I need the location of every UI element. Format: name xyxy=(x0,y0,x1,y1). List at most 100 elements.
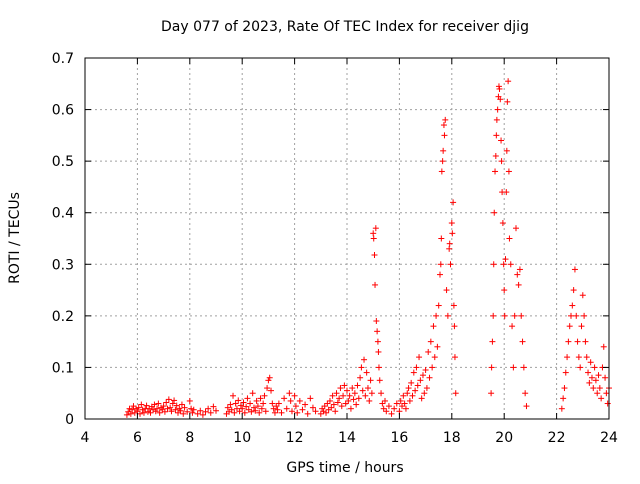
y-tick-label: 0.2 xyxy=(52,309,74,325)
data-point xyxy=(304,410,311,417)
data-point xyxy=(266,374,273,381)
data-point xyxy=(264,385,271,392)
data-point xyxy=(438,168,445,175)
data-point xyxy=(213,407,219,414)
data-point xyxy=(324,400,331,407)
data-point xyxy=(270,405,277,412)
data-point xyxy=(287,397,294,404)
data-point xyxy=(143,402,150,409)
x-tick-label: 16 xyxy=(390,430,408,446)
data-point xyxy=(239,405,246,412)
data-point xyxy=(269,400,276,407)
data-point xyxy=(341,382,348,389)
data-point xyxy=(520,364,527,371)
data-point xyxy=(131,409,138,416)
data-point xyxy=(519,338,526,345)
data-point xyxy=(397,397,404,404)
data-point xyxy=(595,372,602,379)
data-point xyxy=(583,354,590,361)
tick-labels: 4 6 8 10 12 14 16 18 20 22 24 0 0.1 0.2 0.3 0.4 0.5 0.6 0.… xyxy=(52,51,618,446)
data-point xyxy=(425,348,432,355)
data-point xyxy=(346,392,353,399)
data-point xyxy=(573,312,580,319)
data-point xyxy=(288,408,295,415)
y-tick-label: 0 xyxy=(65,412,74,428)
data-point xyxy=(408,379,415,386)
data-point xyxy=(274,406,281,413)
data-point xyxy=(256,409,263,416)
data-point xyxy=(451,323,458,330)
data-point xyxy=(416,354,423,361)
data-point xyxy=(496,85,503,92)
data-point xyxy=(299,406,306,413)
data-point xyxy=(577,364,584,371)
data-point xyxy=(414,382,421,389)
data-point xyxy=(565,338,572,345)
data-point xyxy=(321,403,328,410)
data-point xyxy=(514,271,521,278)
data-point xyxy=(370,230,377,237)
x-tick-label: 12 xyxy=(286,430,304,446)
data-point xyxy=(312,408,319,415)
data-point xyxy=(240,399,247,406)
data-point xyxy=(336,395,343,402)
data-point xyxy=(254,403,261,410)
data-point xyxy=(181,404,188,411)
data-point xyxy=(404,390,411,397)
data-point xyxy=(337,385,344,392)
data-point xyxy=(296,397,303,404)
data-point xyxy=(582,338,589,345)
data-point xyxy=(585,369,592,376)
data-point xyxy=(138,401,145,408)
data-point xyxy=(590,385,597,392)
data-point xyxy=(168,408,175,415)
data-point xyxy=(569,302,576,309)
data-point xyxy=(575,354,582,361)
x-tick-label: 24 xyxy=(600,430,618,446)
x-tick-label: 6 xyxy=(133,430,142,446)
data-point xyxy=(180,410,187,417)
data-point xyxy=(494,106,501,113)
data-point xyxy=(207,409,214,416)
data-point xyxy=(375,364,382,371)
data-point xyxy=(509,323,516,330)
data-point xyxy=(441,132,448,139)
data-point xyxy=(332,408,339,415)
data-point xyxy=(498,158,505,165)
data-point xyxy=(400,392,407,399)
data-point xyxy=(588,374,595,381)
data-point xyxy=(151,401,158,408)
y-tick-label: 0.6 xyxy=(52,103,74,119)
data-point xyxy=(354,382,361,389)
data-point xyxy=(363,369,370,376)
data-point xyxy=(261,392,268,399)
data-point xyxy=(489,338,496,345)
data-point xyxy=(402,405,409,412)
data-point xyxy=(292,403,299,410)
data-point xyxy=(515,281,522,288)
data-point xyxy=(503,189,510,196)
data-point xyxy=(262,408,269,415)
data-point xyxy=(309,404,316,411)
data-point xyxy=(560,395,567,402)
data-point xyxy=(371,252,378,259)
data-point xyxy=(603,390,610,397)
data-point xyxy=(347,405,354,412)
data-point xyxy=(586,379,593,386)
data-point xyxy=(353,401,360,408)
data-point xyxy=(147,409,154,416)
data-point xyxy=(317,410,324,417)
data-point xyxy=(330,401,337,408)
data-point xyxy=(236,408,243,415)
data-point xyxy=(357,374,364,381)
data-point xyxy=(596,385,603,392)
data-point xyxy=(127,410,134,417)
data-point xyxy=(257,395,264,402)
data-point xyxy=(579,292,586,299)
data-point xyxy=(286,390,293,397)
data-point xyxy=(393,400,400,407)
data-point xyxy=(350,396,357,403)
data-point xyxy=(172,406,179,413)
